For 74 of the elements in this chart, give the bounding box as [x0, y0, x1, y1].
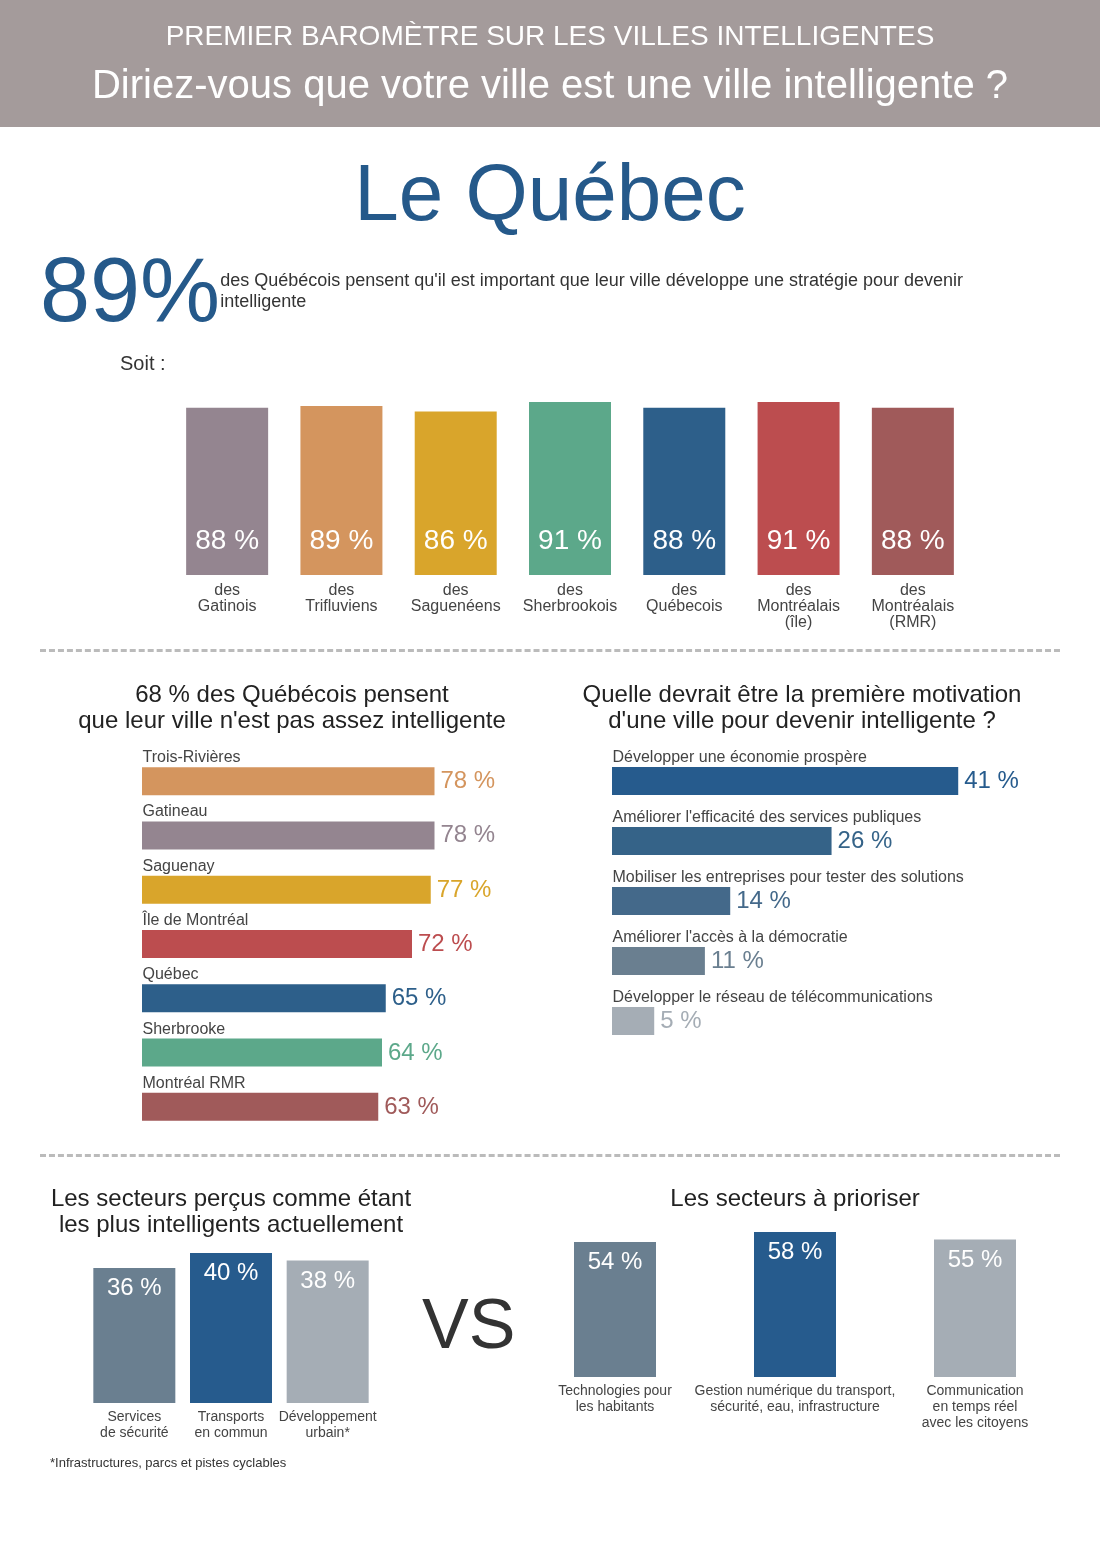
- data-label: 88 %: [652, 524, 717, 555]
- bar: [612, 827, 832, 855]
- data-label: 88 %: [195, 524, 260, 555]
- bar: [142, 767, 435, 796]
- y-tick-label: Sherbrooke: [142, 1019, 226, 1037]
- bar: [612, 887, 731, 915]
- bar: [142, 930, 412, 958]
- x-tick-label: Communication en temps réel avec les citoyens: [922, 1381, 1029, 1430]
- data-label: 40 %: [203, 1258, 259, 1285]
- data-label: 11 %: [710, 946, 764, 973]
- data-label: 5 %: [660, 1006, 702, 1033]
- bar: [142, 875, 431, 904]
- chart-title: Les secteurs perçus comme étant les plus intelligents actuellement: [50, 1184, 412, 1237]
- bar: [142, 1092, 379, 1121]
- x-tick-label: des Trifluviens: [305, 580, 378, 614]
- bar: [142, 1038, 382, 1067]
- data-label: 64 %: [388, 1037, 443, 1065]
- text: VS: [422, 1283, 516, 1364]
- chart-subtitle: Diriez-vous que votre ville est une ville intelligente ?: [91, 62, 1009, 107]
- text: 89%: [40, 239, 221, 342]
- bar: [612, 1007, 655, 1035]
- x-tick-label: des Saguenéens: [410, 580, 501, 614]
- data-label: 65 %: [391, 983, 447, 1011]
- text: Soit :: [120, 352, 167, 375]
- text: des Québécois pensent qu'il est important que leur ville développe une stratégie pour devenir intelligente: [220, 269, 965, 312]
- data-label: 36 %: [106, 1273, 162, 1300]
- data-label: 91 %: [538, 524, 602, 555]
- data-label: 91 %: [766, 524, 831, 555]
- y-tick-label: Saguenay: [142, 856, 215, 874]
- y-tick-label: Île de Montréal: [141, 910, 249, 928]
- bar: [612, 947, 705, 975]
- x-tick-label: des Montréalais (île): [757, 580, 840, 630]
- text: Le Québec: [353, 147, 747, 239]
- x-tick-label: Gestion numérique du transport, sécurité, eau, infrastructure: [695, 1381, 896, 1414]
- data-label: 78 %: [440, 766, 496, 794]
- x-tick-label: des Québecois: [646, 580, 723, 614]
- bar: [612, 767, 959, 795]
- data-label: 86 %: [423, 524, 488, 555]
- chart-title: 68 % des Québécois pensent que leur ville n'est pas assez intelligente: [78, 679, 506, 733]
- y-tick-label: Développer une économie prospère: [612, 748, 867, 765]
- data-label: 38 %: [300, 1265, 356, 1293]
- x-tick-label: Développement urbain*: [278, 1407, 377, 1440]
- data-label: 54 %: [588, 1247, 643, 1274]
- y-tick-label: Mobiliser les entreprises pour tester des solutions: [612, 868, 964, 885]
- x-tick-label: des Montréalais (RMR): [871, 580, 955, 630]
- data-label: 58 %: [768, 1237, 823, 1264]
- data-label: 14 %: [736, 886, 791, 913]
- bar: [142, 984, 386, 1013]
- y-tick-label: Développer le réseau de télécommunications: [612, 988, 933, 1005]
- data-label: 63 %: [384, 1091, 439, 1119]
- data-label: 72 %: [418, 929, 473, 956]
- data-label: 55 %: [948, 1244, 1003, 1272]
- x-tick-label: des Sherbrookois: [522, 580, 618, 614]
- y-tick-label: Améliorer l'efficacité des services publiques: [612, 808, 922, 825]
- data-label: 77 %: [436, 874, 492, 902]
- x-tick-label: Transports en commun: [194, 1407, 268, 1440]
- bar: [142, 821, 435, 850]
- data-label: 26 %: [837, 826, 893, 853]
- x-tick-label: des Gatinois: [197, 580, 257, 614]
- x-tick-label: Services de sécurité: [100, 1407, 169, 1440]
- chart-title: PREMIER BAROMÈTRE SUR LES VILLES INTELLIGENTES: [164, 20, 936, 52]
- y-tick-label: Améliorer l'accès à la démocratie: [612, 928, 848, 945]
- y-tick-label: Québec: [142, 965, 199, 983]
- data-label: 88 %: [880, 524, 945, 555]
- chart-title: Quelle devrait être la première motivation d'une ville pour devenir intelligente ?: [582, 679, 1022, 733]
- y-tick-label: Gatineau: [142, 802, 208, 820]
- data-label: 78 %: [440, 820, 496, 848]
- data-label: 41 %: [964, 766, 1019, 793]
- y-tick-label: Trois-Rivières: [142, 748, 241, 766]
- text: *Infrastructures, parcs et pistes cyclables: [50, 1455, 288, 1470]
- data-label: 89 %: [309, 524, 374, 555]
- y-tick-label: Montréal RMR: [142, 1073, 246, 1091]
- chart-title: Les secteurs à prioriser: [670, 1184, 921, 1211]
- x-tick-label: Technologies pour les habitants: [558, 1381, 673, 1414]
